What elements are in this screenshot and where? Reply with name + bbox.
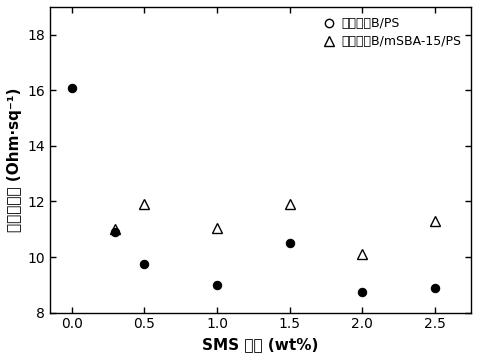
抗静电剂B/mSBA-15/PS xyxy=(112,227,118,232)
抗静电剂B/mSBA-15/PS xyxy=(432,219,438,223)
抗静电剂B/PS xyxy=(69,85,75,90)
Legend: 抗静电剂B/PS, 抗静电剂B/mSBA-15/PS: 抗静电剂B/PS, 抗静电剂B/mSBA-15/PS xyxy=(318,13,465,52)
抗静电剂B/PS xyxy=(112,230,118,234)
抗静电剂B/PS xyxy=(432,285,438,290)
Line: 抗静电剂B/mSBA-15/PS: 抗静电剂B/mSBA-15/PS xyxy=(110,199,440,259)
抗静电剂B/PS xyxy=(287,241,293,245)
抗静电剂B/mSBA-15/PS xyxy=(287,202,293,206)
X-axis label: SMS 含量 (wt%): SMS 含量 (wt%) xyxy=(202,337,319,352)
抗静电剂B/PS xyxy=(141,262,147,266)
抗静电剂B/mSBA-15/PS xyxy=(214,226,220,230)
Line: 抗静电剂B/PS: 抗静电剂B/PS xyxy=(68,83,439,296)
抗静电剂B/PS xyxy=(214,283,220,287)
抗静电剂B/mSBA-15/PS xyxy=(141,202,147,206)
抗静电剂B/mSBA-15/PS xyxy=(359,252,365,256)
Y-axis label: 表面电阵率 (Ohm·sq⁻¹): 表面电阵率 (Ohm·sq⁻¹) xyxy=(7,88,22,232)
抗静电剂B/PS xyxy=(359,290,365,294)
